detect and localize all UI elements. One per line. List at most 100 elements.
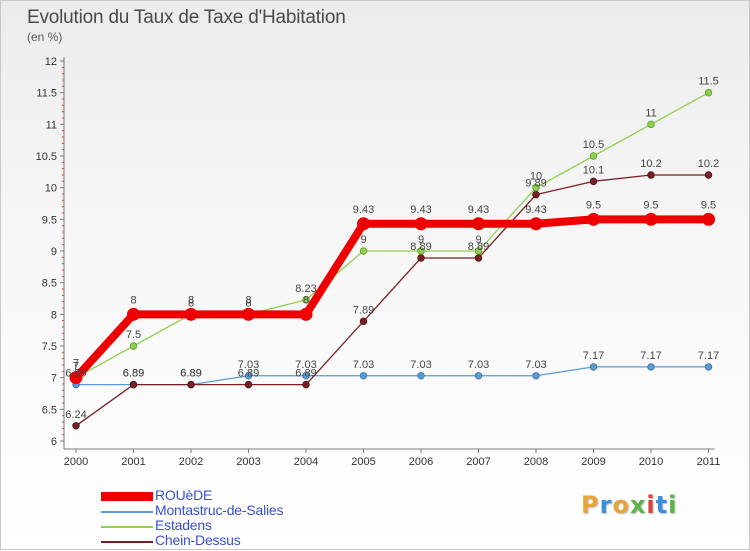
data-point-estadens: [359, 247, 368, 255]
data-label-chein-dessus: 10.2: [640, 158, 661, 170]
y-tick-label: 10.5: [36, 151, 57, 163]
data-point-rou-de: [242, 307, 255, 321]
chart-axes: 6 6.5 7 7.5 8 8.5 9 9.5 10 10.5 11 11.5 12 2000 2001 20…: [36, 56, 721, 468]
legend-label: Montastruc-de-Salies: [155, 502, 284, 518]
logo-letter: i: [668, 491, 678, 519]
proxiti-logo: Proxiti: [581, 491, 677, 519]
data-label-rou-de: 9.43: [525, 204, 546, 216]
data-point-rou-de: [184, 307, 198, 321]
data-point-rou-de: [644, 212, 658, 226]
data-point-chein-dessus: [359, 317, 368, 325]
data-label-rou-de: 9.5: [643, 199, 658, 211]
legend-label: ROUèDE: [155, 487, 213, 503]
data-label-chein-dessus: 8.89: [410, 241, 431, 253]
legend-swatch: [101, 540, 153, 543]
data-label-chein-dessus: 6.89: [180, 368, 201, 380]
y-tick-label: 7.5: [42, 341, 57, 353]
series-line-estadens: [75, 92, 710, 379]
data-label-chein-dessus: 6.24: [65, 409, 86, 421]
data-label-rou-de: 9.43: [410, 204, 431, 216]
data-label-estadens: 7: [73, 361, 79, 373]
data-label-estadens: 11.5: [698, 76, 719, 88]
logo-letter: o: [612, 491, 630, 519]
data-label-estadens: 9: [360, 234, 366, 246]
data-label-estadens: 10.5: [583, 139, 604, 151]
y-tick-label: 10: [45, 183, 57, 195]
logo-letter: r: [599, 491, 613, 519]
data-label-estadens: 11: [645, 107, 656, 119]
data-label-montastruc-de-salies: 6.89: [180, 368, 201, 380]
data-point-rou-de: [414, 217, 428, 231]
data-point-rou-de: [472, 217, 485, 231]
data-point-montastruc-de-salies: [532, 372, 540, 380]
data-label-rou-de: 8: [245, 294, 251, 306]
data-label-estadens: 9: [475, 234, 481, 246]
data-point-chein-dessus: [129, 380, 138, 389]
y-tick-label: 6: [51, 436, 57, 448]
data-label-chein-dessus: 6.89: [295, 368, 316, 380]
data-label-montastruc-de-salies: 7.03: [295, 359, 316, 371]
data-point-chein-dessus: [72, 422, 80, 430]
logo-letter: i: [646, 491, 656, 519]
data-point-chein-dessus: [704, 171, 713, 179]
x-tick-label: 2004: [294, 456, 318, 468]
data-label-chein-dessus: 8.89: [468, 241, 489, 253]
legend-label: Estadens: [155, 517, 212, 533]
series-line-rou-de: [72, 215, 713, 382]
chart-subtitle: (en %): [27, 30, 63, 44]
data-point-montastruc-de-salies: [647, 363, 655, 371]
data-point-montastruc-de-salies: [417, 372, 425, 380]
x-tick-label: 2005: [351, 456, 375, 468]
y-tick-label: 9: [51, 246, 57, 258]
data-label-rou-de: 9.5: [701, 199, 716, 211]
data-label-rou-de: 9.43: [468, 204, 489, 216]
series-layer: [69, 88, 715, 430]
data-label-montastruc-de-salies: 7.17: [640, 350, 661, 362]
data-point-chein-dessus: [302, 380, 310, 389]
data-point-montastruc-de-salies: [704, 363, 713, 371]
data-label-rou-de: 7: [73, 358, 79, 370]
data-point-chein-dessus: [647, 171, 655, 179]
data-point-estadens: [474, 247, 483, 255]
x-tick-label: 2001: [121, 456, 145, 468]
data-label-estadens: 8.23: [295, 283, 316, 295]
data-label-rou-de: 9.43: [353, 204, 374, 216]
data-label-chein-dessus: 6.89: [123, 368, 144, 380]
x-tick-label: 2006: [409, 456, 433, 468]
data-point-estadens: [647, 120, 655, 129]
series-line-chein-dessus: [75, 174, 710, 427]
data-label-estadens: 10: [530, 171, 542, 183]
data-point-chein-dessus: [474, 254, 483, 262]
data-label-montastruc-de-salies: 6.89: [123, 368, 144, 380]
data-label-montastruc-de-salies: 7.03: [410, 359, 431, 371]
y-tick-label: 7: [51, 373, 57, 385]
data-label-estadens: 8: [188, 297, 194, 309]
x-tick-label: 2000: [64, 456, 88, 468]
data-point-montastruc-de-salies: [589, 363, 598, 371]
data-point-rou-de: [299, 307, 313, 321]
data-label-chein-dessus: 7.89: [353, 304, 374, 316]
legend-swatch: [101, 525, 153, 528]
data-point-rou-de: [529, 217, 543, 231]
data-point-montastruc-de-salies: [474, 372, 483, 380]
logo-letter: x: [629, 491, 647, 519]
data-label-montastruc-de-salies: 6.89: [65, 368, 86, 380]
data-labels-layer: 6.89 6.89 6.897.03 7.03 7.03 7.03 7.03 7.037.17…: [65, 76, 719, 421]
data-label-montastruc-de-salies: 7.03: [525, 359, 546, 371]
chart-title: Evolution du Taux de Taxe d'Habitation: [27, 7, 346, 28]
y-tick-label: 12: [45, 56, 57, 68]
data-point-estadens: [704, 88, 713, 97]
data-label-chein-dessus: 10.2: [698, 158, 719, 170]
data-label-montastruc-de-salies: 7.03: [353, 359, 374, 371]
y-tick-label: 11.5: [36, 88, 57, 100]
data-label-estadens: 7.5: [126, 329, 141, 341]
x-tick-label: 2003: [236, 456, 260, 468]
data-label-montastruc-de-salies: 7.03: [468, 359, 489, 371]
y-tick-label: 11: [46, 119, 57, 131]
data-label-montastruc-de-salies: 7.17: [583, 350, 604, 362]
y-tick-label: 8: [51, 309, 57, 321]
logo-letter: P: [581, 491, 600, 519]
data-point-estadens: [417, 247, 425, 255]
data-point-chein-dessus: [417, 254, 425, 262]
